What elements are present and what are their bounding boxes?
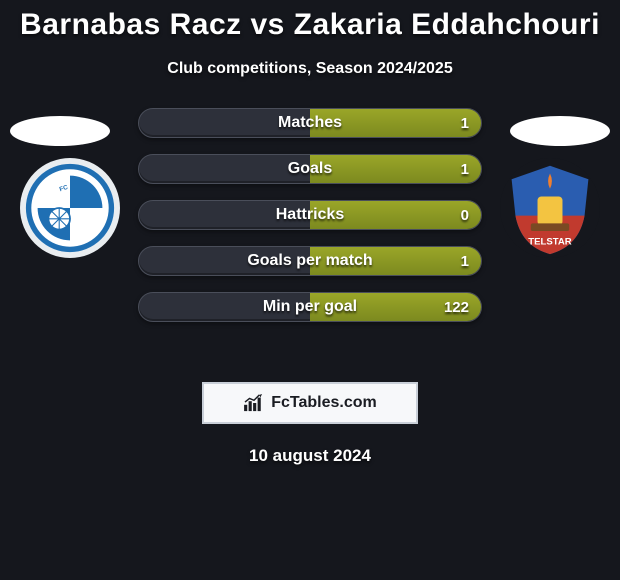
right-team-crest: TELSTAR bbox=[500, 158, 600, 258]
stat-value-right: 1 bbox=[449, 109, 481, 137]
brand-box[interactable]: FcTables.com bbox=[202, 382, 418, 424]
brand-label: FcTables.com bbox=[271, 394, 377, 412]
subtitle: Club competitions, Season 2024/2025 bbox=[0, 60, 620, 78]
right-flag-oval bbox=[510, 116, 610, 146]
stat-value-right: 0 bbox=[449, 201, 481, 229]
stat-value-left bbox=[139, 109, 163, 137]
stat-value-left bbox=[139, 201, 163, 229]
page-title: Barnabas Racz vs Zakaria Eddahchouri bbox=[0, 0, 620, 42]
stat-row: 1Goals bbox=[138, 154, 482, 184]
svg-text:TELSTAR: TELSTAR bbox=[528, 236, 572, 247]
date-label: 10 august 2024 bbox=[0, 446, 620, 466]
stat-value-right: 122 bbox=[432, 293, 481, 321]
stat-value-left bbox=[139, 293, 163, 321]
comparison-panel: FC TELSTAR 1Matches 1Goals 0Hattricks 1Goal… bbox=[0, 108, 620, 368]
stat-row: 122Min per goal bbox=[138, 292, 482, 322]
stat-value-right: 1 bbox=[449, 155, 481, 183]
stat-row: 1Goals per match bbox=[138, 246, 482, 276]
left-flag-oval bbox=[10, 116, 110, 146]
stat-row: 1Matches bbox=[138, 108, 482, 138]
crest-telstar-icon: TELSTAR bbox=[502, 160, 598, 256]
stat-row: 0Hattricks bbox=[138, 200, 482, 230]
stat-value-left bbox=[139, 247, 163, 275]
stat-value-left bbox=[139, 155, 163, 183]
crest-eindhoven-icon: FC bbox=[25, 163, 115, 253]
stat-bars: 1Matches 1Goals 0Hattricks 1Goals per match… bbox=[138, 108, 482, 338]
stat-value-right: 1 bbox=[449, 247, 481, 275]
bar-chart-icon bbox=[243, 394, 265, 412]
left-team-crest: FC bbox=[20, 158, 120, 258]
